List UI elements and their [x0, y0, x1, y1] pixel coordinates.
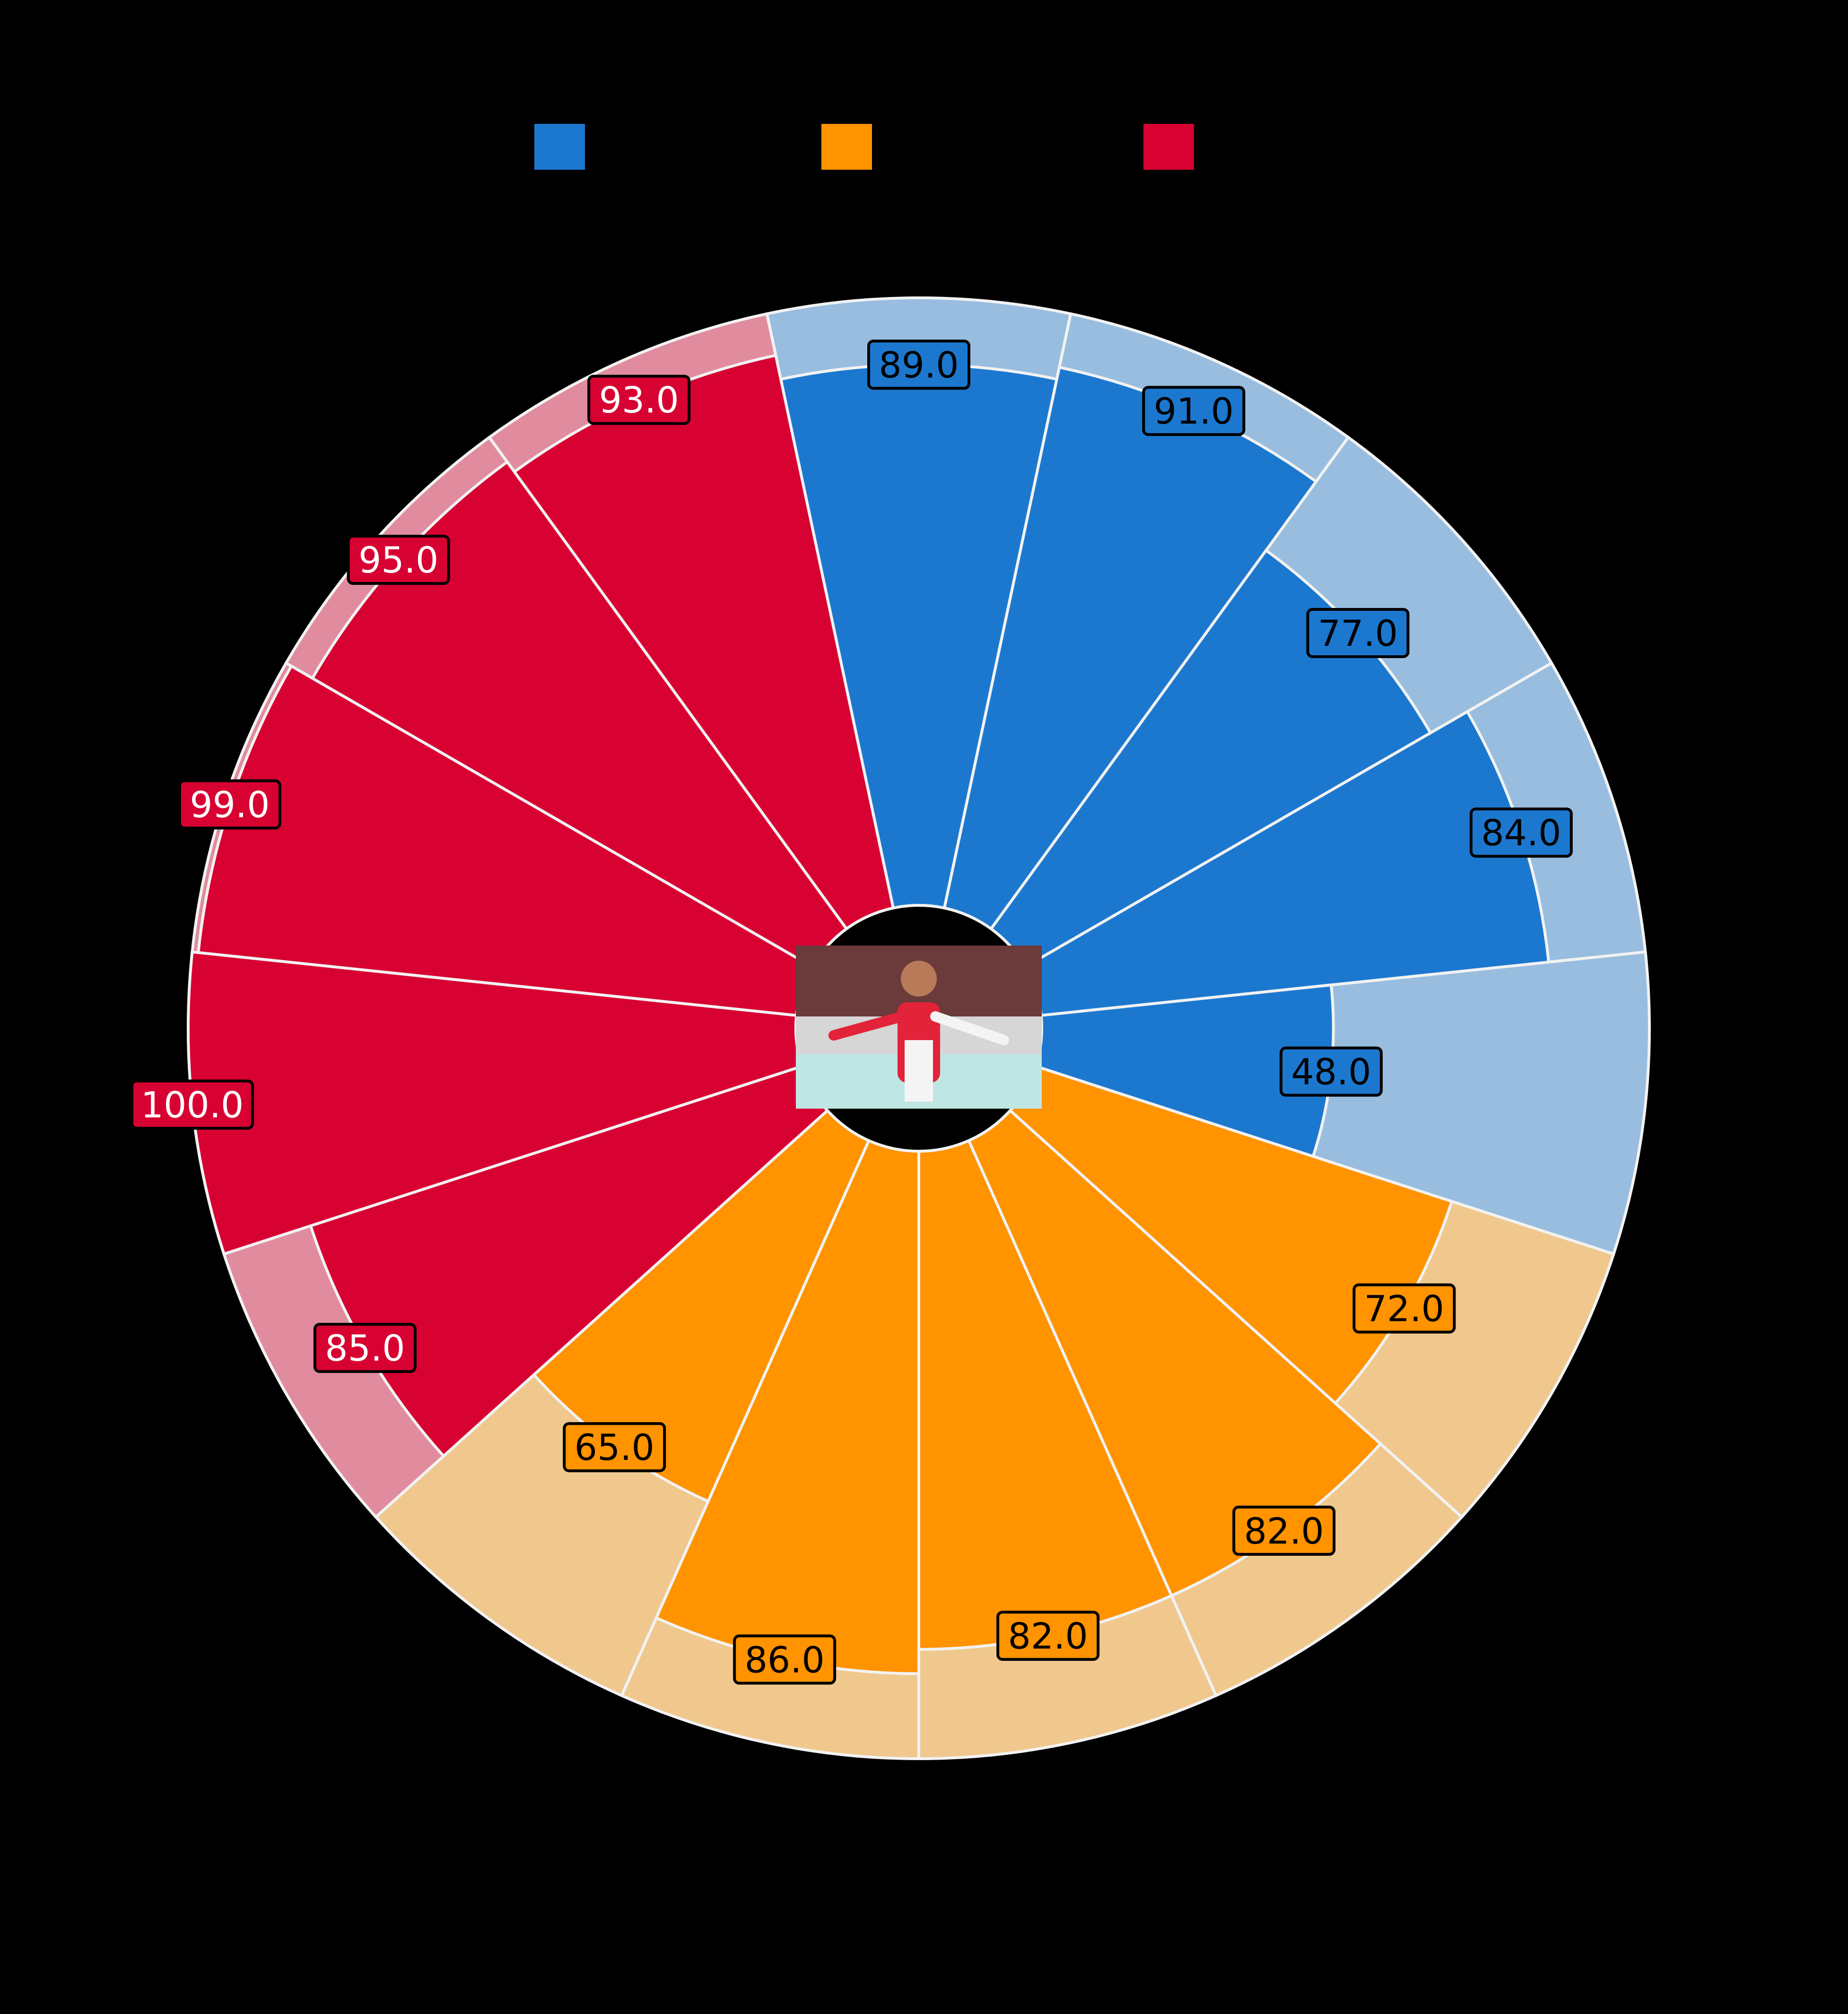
value-label: 65.0	[563, 1422, 666, 1473]
legend-swatch	[821, 124, 872, 170]
value-label: 100.0	[130, 1079, 254, 1130]
value-label: 99.0	[178, 779, 281, 830]
value-label-box	[1352, 1283, 1456, 1334]
value-label-text: 77.0	[1318, 612, 1398, 654]
value-label-text: 48.0	[1291, 1051, 1371, 1093]
value-label-box	[1232, 1505, 1336, 1556]
value-label-box	[733, 1634, 837, 1685]
value-label-text: 95.0	[358, 539, 438, 581]
value-label: 48.0	[1279, 1046, 1383, 1097]
player-photo	[796, 946, 1042, 1109]
value-label-text: 72.0	[1364, 1288, 1444, 1330]
value-label: 85.0	[313, 1323, 417, 1373]
value-label-text: 86.0	[745, 1639, 825, 1681]
value-label-text: 89.0	[879, 344, 959, 386]
value-label-box	[996, 1610, 1100, 1661]
value-label-text: 84.0	[1481, 812, 1561, 854]
value-label-text: 85.0	[325, 1327, 405, 1369]
value-label-text: 65.0	[575, 1426, 654, 1468]
value-label-text: 82.0	[1244, 1510, 1324, 1552]
value-label-box	[1306, 608, 1410, 658]
value-label-box	[347, 535, 450, 585]
value-label-box	[867, 339, 970, 390]
value-label: 82.0	[996, 1610, 1100, 1661]
value-label-box	[587, 374, 691, 425]
legend	[534, 124, 1194, 170]
value-label-text: 82.0	[1008, 1615, 1088, 1657]
value-label: 72.0	[1352, 1283, 1456, 1334]
value-label: 82.0	[1232, 1505, 1336, 1556]
value-labels: 89.0 91.0 77.0 84.0 48.0 72.0 82.0 82.0 86.0 65.0…	[130, 339, 1573, 1685]
value-label-box	[130, 1079, 254, 1130]
legend-swatch	[1143, 124, 1194, 170]
value-label: 91.0	[1142, 386, 1246, 436]
value-label-box	[178, 779, 281, 830]
value-label-box	[313, 1323, 417, 1373]
value-label: 95.0	[347, 535, 450, 585]
value-label-box	[1469, 807, 1573, 858]
value-label-box	[563, 1422, 666, 1473]
value-label-text: 99.0	[190, 784, 270, 826]
value-label: 89.0	[867, 339, 970, 390]
value-label: 86.0	[733, 1634, 837, 1685]
value-label-box	[1142, 386, 1246, 436]
value-label-text: 100.0	[141, 1084, 244, 1126]
value-label: 77.0	[1306, 608, 1410, 658]
value-label: 84.0	[1469, 807, 1573, 858]
legend-swatch	[534, 124, 585, 170]
value-label: 93.0	[587, 374, 691, 425]
value-label-text: 93.0	[599, 379, 679, 421]
center-image	[794, 904, 1043, 1153]
value-label-box	[1279, 1046, 1383, 1097]
value-label-text: 91.0	[1154, 390, 1234, 432]
